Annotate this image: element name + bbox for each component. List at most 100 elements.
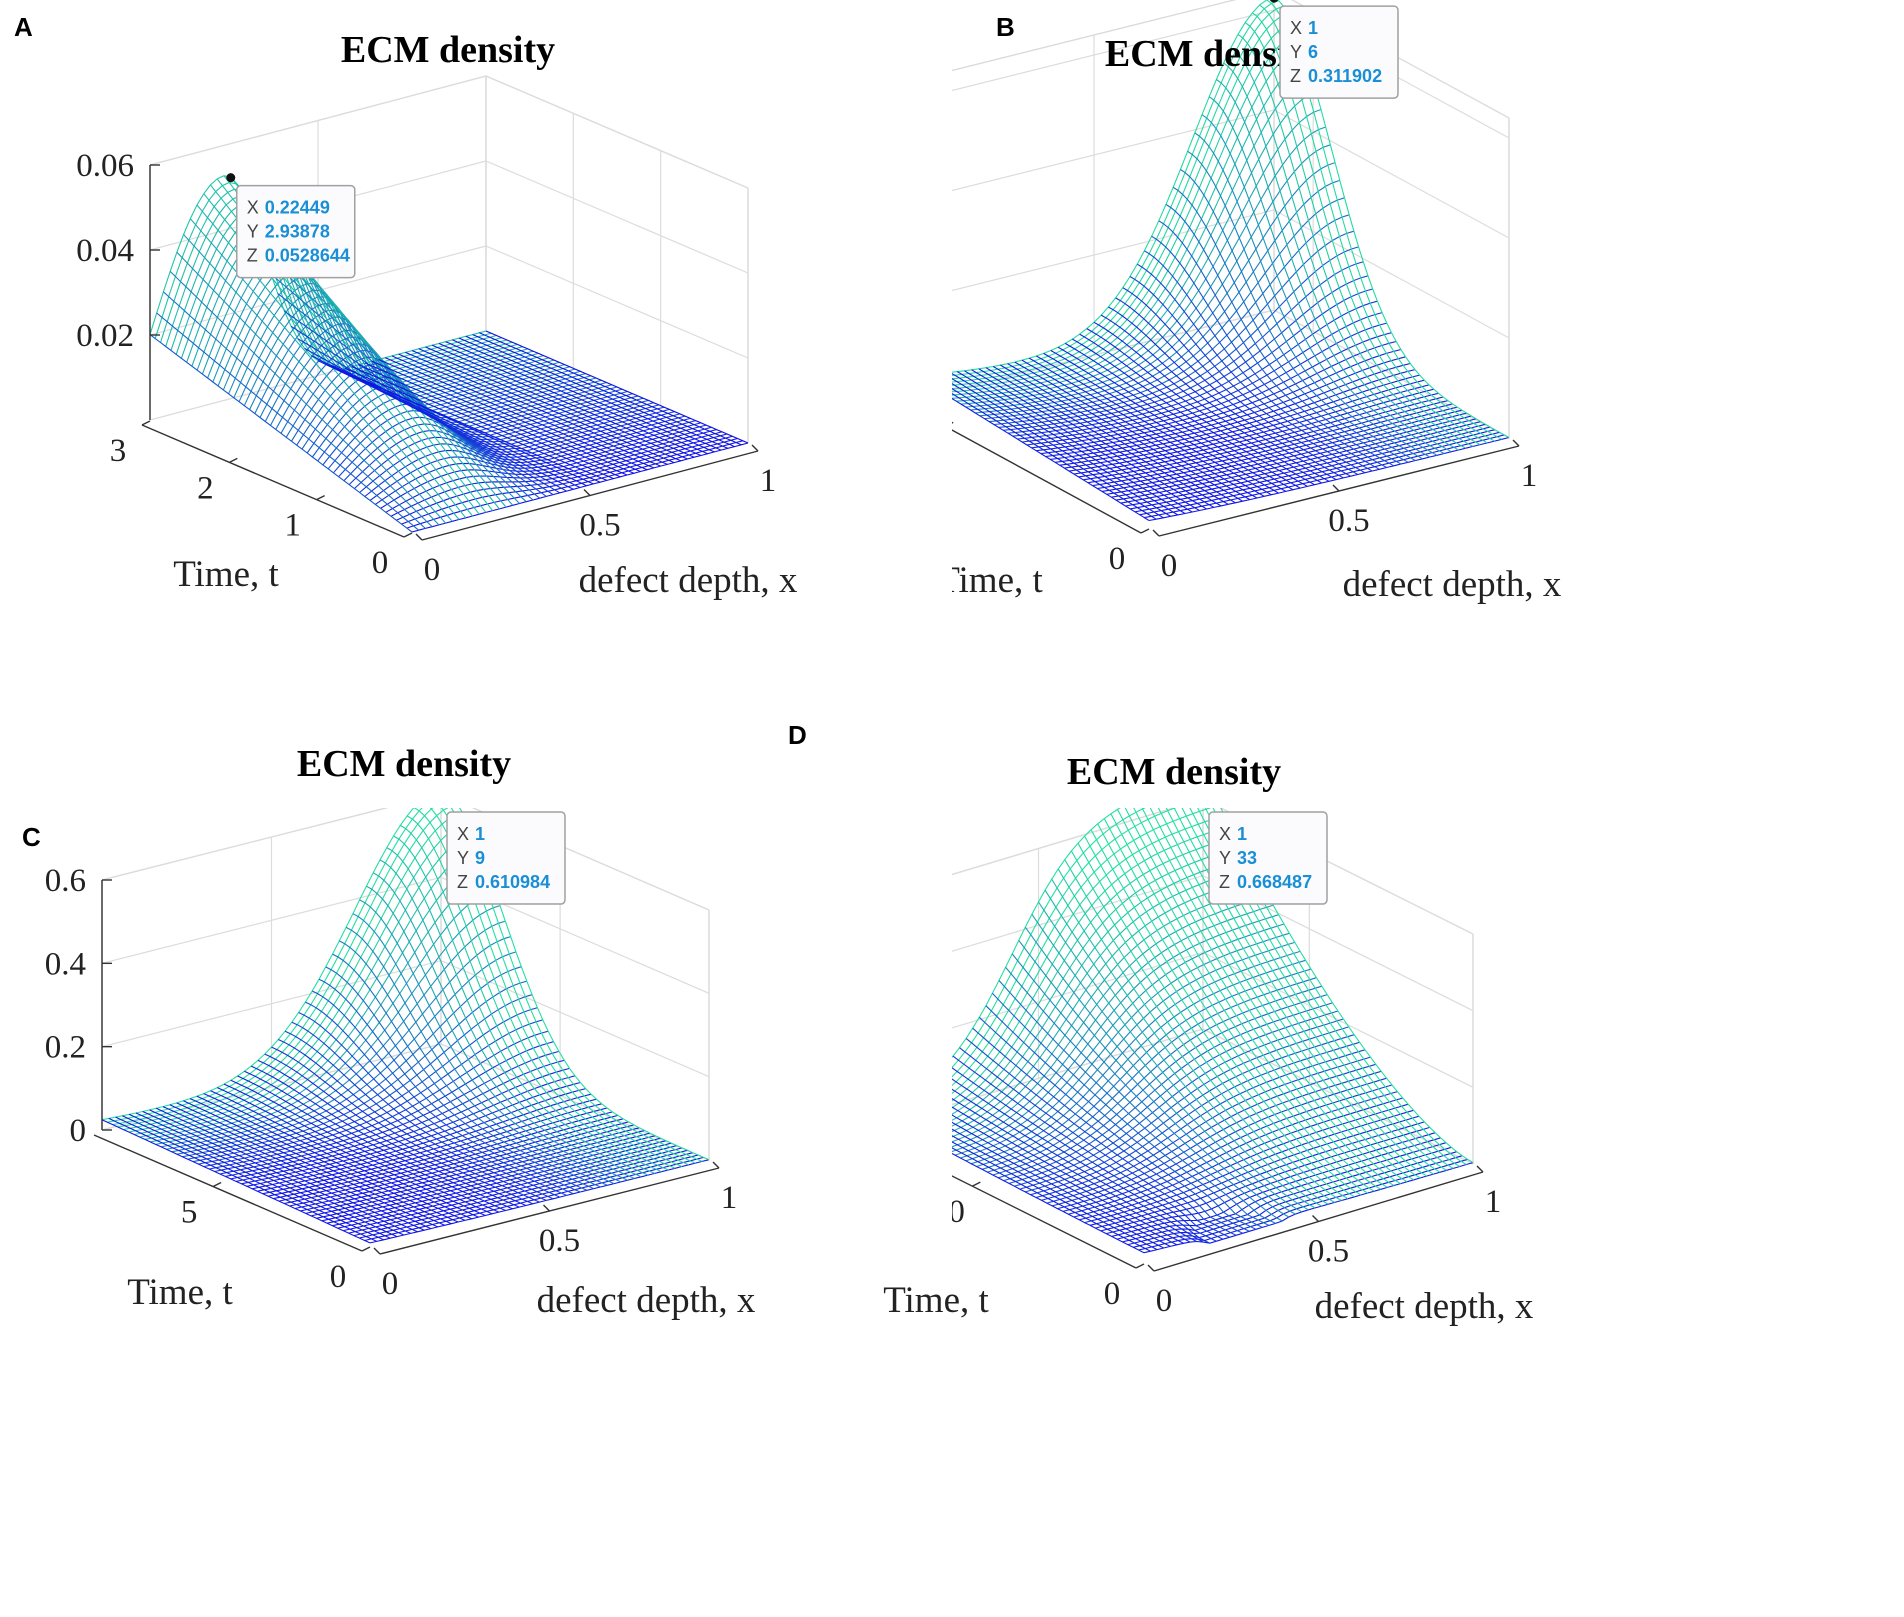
x-tick-label: 1 bbox=[721, 1180, 738, 1216]
mesh-line bbox=[398, 353, 661, 467]
grid-line bbox=[485, 245, 749, 359]
grid-line bbox=[1273, 309, 1510, 439]
mesh-line bbox=[391, 355, 655, 469]
mesh-line bbox=[183, 1100, 452, 1225]
mesh-line bbox=[952, 392, 1157, 520]
mesh-line bbox=[1014, 361, 1251, 501]
t-tick-mark bbox=[212, 1181, 222, 1188]
mesh-line bbox=[351, 366, 614, 480]
mesh-line bbox=[1086, 328, 1323, 484]
mesh-line bbox=[971, 369, 1207, 510]
mesh-line bbox=[156, 312, 420, 531]
mesh-line bbox=[952, 1078, 1211, 1244]
mesh-line bbox=[952, 1128, 1171, 1247]
mesh-line bbox=[183, 234, 447, 524]
datatip-key: Y bbox=[1290, 42, 1302, 62]
mesh-line bbox=[1044, 889, 1316, 1209]
mesh-line bbox=[393, 835, 662, 1173]
x-tick-mark bbox=[1476, 1165, 1484, 1173]
mesh-line bbox=[1050, 350, 1287, 492]
mesh-line bbox=[1144, 250, 1380, 470]
mesh-line bbox=[1043, 352, 1279, 494]
t-tick-label: 0 bbox=[372, 545, 389, 581]
datatip-key: X bbox=[457, 824, 469, 844]
mesh-line bbox=[149, 334, 413, 533]
mesh-line bbox=[1133, 808, 1401, 1185]
mesh-line bbox=[345, 926, 615, 1185]
mesh-line bbox=[237, 1075, 506, 1212]
mesh-line bbox=[1011, 953, 1283, 1222]
mesh-line bbox=[337, 369, 601, 483]
t-tick-mark bbox=[141, 420, 151, 426]
x-tick-label: 1 bbox=[1521, 458, 1538, 494]
mesh-line bbox=[1103, 818, 1375, 1192]
t-tick-label: 3 bbox=[110, 433, 127, 469]
x-tick-label: 0.5 bbox=[539, 1223, 580, 1259]
mesh-line bbox=[952, 1088, 1204, 1243]
mesh-line bbox=[317, 360, 581, 488]
mesh-line bbox=[965, 1037, 1237, 1236]
mesh-line bbox=[445, 341, 708, 455]
datatip-key: Y bbox=[1219, 848, 1231, 868]
mesh-line bbox=[405, 351, 668, 465]
surface-plot: ECM density Time, t defect depth, x 00.2… bbox=[45, 808, 756, 1321]
datatip-key: X bbox=[1290, 18, 1302, 38]
z-tick-label: 0.4 bbox=[45, 946, 86, 982]
mesh-line bbox=[952, 1106, 1191, 1243]
mesh-line bbox=[386, 847, 656, 1174]
y-axis-label: Time, t bbox=[127, 1272, 233, 1313]
mesh-line bbox=[1216, 79, 1452, 453]
mesh-line bbox=[278, 1039, 547, 1201]
mesh-line bbox=[187, 980, 527, 1160]
mesh-line bbox=[1036, 355, 1272, 496]
mesh-line bbox=[952, 378, 1179, 516]
mesh-line bbox=[169, 271, 433, 528]
mesh-line bbox=[1208, 96, 1445, 454]
mesh-line bbox=[1038, 901, 1309, 1211]
t-tick-mark bbox=[972, 1181, 981, 1187]
y-axis-label: Time, t bbox=[952, 560, 1044, 601]
mesh-line bbox=[1110, 813, 1382, 1190]
mesh-line bbox=[284, 1030, 554, 1200]
t-tick-label: 2 bbox=[197, 470, 214, 506]
mesh-line bbox=[372, 872, 642, 1178]
mesh-line bbox=[1097, 823, 1368, 1194]
mesh-line bbox=[1157, 808, 1421, 1179]
mesh-line bbox=[332, 953, 601, 1188]
grid-line bbox=[1202, 951, 1474, 1088]
mesh-line bbox=[176, 1102, 445, 1226]
mesh-line bbox=[485, 330, 749, 444]
mesh-line bbox=[452, 339, 715, 453]
mesh-line bbox=[1151, 235, 1387, 468]
mesh-line bbox=[1129, 276, 1366, 474]
mesh-line bbox=[1172, 186, 1409, 463]
mesh-line bbox=[379, 859, 649, 1176]
mesh-line bbox=[162, 1106, 432, 1230]
z-tick-label: 0.6 bbox=[45, 863, 86, 899]
mesh-line bbox=[311, 990, 581, 1193]
surface-plot: ECM density Time, t defect depth, x 0.02… bbox=[76, 29, 798, 601]
mesh-line bbox=[438, 342, 702, 457]
mesh-line bbox=[431, 344, 695, 458]
x-tick-label: 0 bbox=[424, 552, 441, 588]
mesh-line bbox=[985, 367, 1222, 507]
mesh-line bbox=[344, 367, 608, 481]
mesh-line bbox=[230, 1079, 500, 1213]
mesh-line bbox=[1143, 1162, 1474, 1254]
x-tick-label: 0 bbox=[382, 1266, 399, 1302]
z-tick-label: 0.04 bbox=[76, 233, 134, 269]
mesh-line bbox=[1028, 357, 1265, 497]
mesh-line bbox=[1230, 47, 1467, 449]
t-tick-mark bbox=[1140, 528, 1150, 534]
mesh-line bbox=[1124, 808, 1395, 1186]
mesh-line bbox=[1070, 850, 1342, 1201]
mesh-line bbox=[331, 364, 594, 485]
mesh-line bbox=[1244, 22, 1481, 446]
mesh-line bbox=[257, 1059, 527, 1207]
x-tick-label: 0 bbox=[1161, 548, 1178, 584]
x-axis-label: defect depth, x bbox=[579, 560, 798, 601]
datatip-key: Z bbox=[247, 246, 258, 266]
mesh-line bbox=[1057, 868, 1329, 1205]
datatip-value: 9 bbox=[475, 848, 485, 868]
mesh-line bbox=[384, 357, 648, 471]
